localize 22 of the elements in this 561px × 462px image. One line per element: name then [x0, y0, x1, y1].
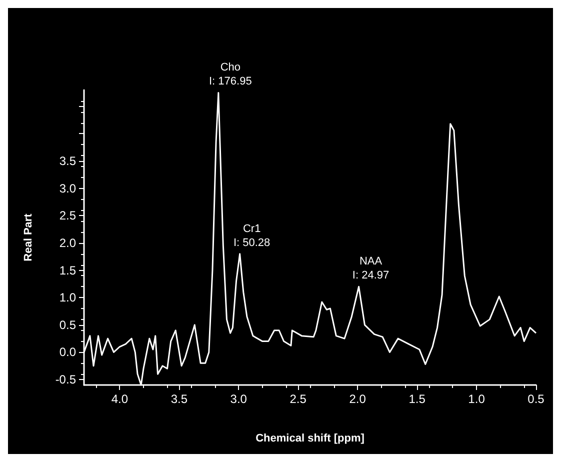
x-tick-label: 3.5: [170, 392, 188, 406]
annotation: Cr1 I: 50.28: [233, 222, 270, 249]
x-tick-label: 0.5: [528, 392, 545, 406]
y-tick-label: -0.5: [55, 372, 76, 387]
y-tick-label: 3.0: [59, 181, 76, 196]
y-tick-label: 3.5: [59, 154, 76, 168]
annotation: Cho I: 176.95: [208, 62, 252, 88]
x-tick-label: 2.5: [290, 392, 307, 406]
x-tick-label: 1.5: [408, 392, 426, 406]
x-tick-label: 2.0: [349, 392, 366, 406]
y-tick-label: 1.5: [59, 263, 76, 278]
x-tick-label: 3.0: [230, 392, 248, 406]
x-axis-title: Chemical shift [ppm]: [256, 432, 365, 444]
x-tick-label: 4.0: [111, 392, 128, 406]
annotation: NAA I: 24.97: [352, 256, 390, 282]
y-tick-label: 1.0: [59, 290, 76, 305]
y-tick-label: 2.0: [59, 236, 76, 250]
x-tick-label: 1.0: [468, 392, 486, 406]
y-tick-label: 0.5: [59, 318, 76, 332]
y-tick-label: 0.0: [59, 345, 76, 360]
y-axis-title: Real Part: [22, 213, 34, 262]
y-tick-label: 2.5: [59, 208, 76, 223]
